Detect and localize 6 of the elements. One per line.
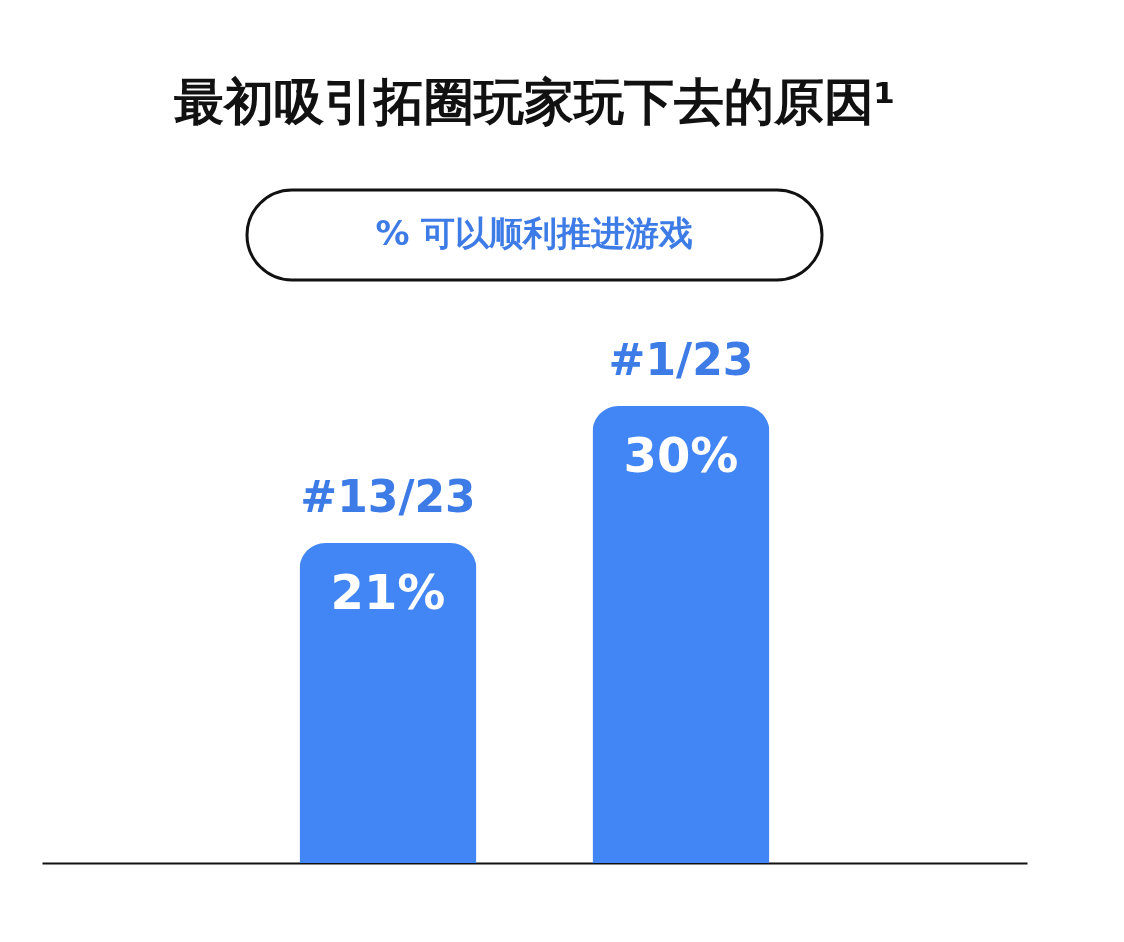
data-label: 21%: [330, 564, 446, 621]
annotation: #13/23: [300, 471, 476, 523]
data-label: 30%: [623, 427, 739, 483]
chart-subtitle: % 可以顺利推进游戏: [375, 213, 694, 253]
chart-title: 最初吸引拓圈玩家玩下去的原因¹: [173, 72, 896, 131]
annotation: #1/23: [608, 334, 754, 385]
